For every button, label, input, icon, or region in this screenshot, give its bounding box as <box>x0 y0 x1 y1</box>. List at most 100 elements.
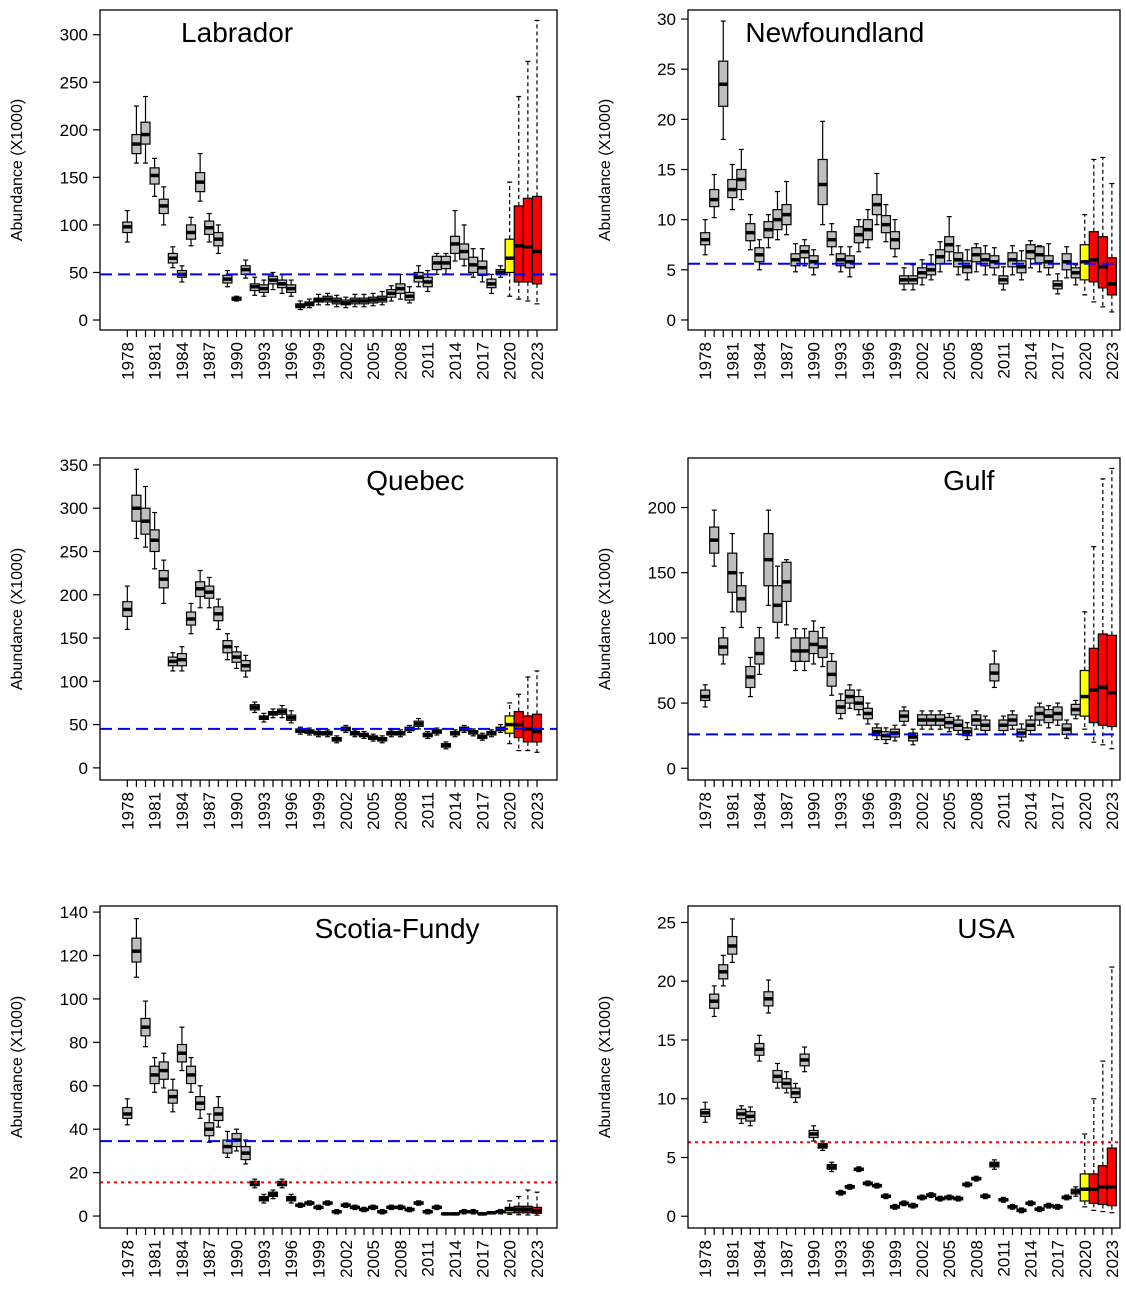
box <box>1097 1165 1108 1206</box>
y-tick-label: 15 <box>657 160 676 179</box>
x-tick-label: 1996 <box>859 1240 878 1278</box>
panel-title: USA <box>957 913 1015 944</box>
x-tick-label: 2023 <box>1103 342 1122 380</box>
y-tick-label: 5 <box>667 261 676 280</box>
x-tick-label: 1978 <box>696 342 715 380</box>
x-tick-label: 1996 <box>282 342 301 380</box>
x-tick-label: 1987 <box>778 792 797 830</box>
y-tick-label: 50 <box>69 716 88 735</box>
x-tick-label: 1978 <box>118 792 137 830</box>
box <box>522 197 533 283</box>
x-tick-label: 1996 <box>859 342 878 380</box>
box <box>1088 231 1099 283</box>
x-tick-label: 2008 <box>967 792 986 830</box>
x-tick-label: 2014 <box>446 792 465 830</box>
x-tick-label: 1993 <box>832 342 851 380</box>
y-tick-label: 20 <box>657 972 676 991</box>
x-tick-label: 1990 <box>228 342 247 380</box>
x-tick-label: 1990 <box>805 792 824 830</box>
y-tick-label: 30 <box>657 10 676 29</box>
x-tick-label: 2023 <box>528 792 547 830</box>
box <box>1079 1173 1090 1202</box>
box <box>1088 647 1099 724</box>
y-tick-label: 200 <box>60 121 88 140</box>
x-tick-label: 1987 <box>200 1240 219 1278</box>
plot-frame <box>99 905 558 1229</box>
x-tick-label: 2014 <box>446 342 465 380</box>
x-tick-label: 1996 <box>282 1240 301 1278</box>
x-tick-label: 1981 <box>723 792 742 830</box>
y-tick-label: 0 <box>79 311 88 330</box>
x-tick-label: 1978 <box>118 342 137 380</box>
y-tick-label: 25 <box>657 913 676 932</box>
panel-title: Gulf <box>943 465 995 496</box>
y-axis-label: Abundance (X1000) <box>597 99 614 241</box>
y-tick-label: 50 <box>69 263 88 282</box>
x-tick-label: 2014 <box>446 1240 465 1278</box>
x-tick-label: 2020 <box>1076 1240 1095 1278</box>
x-tick-label: 1981 <box>723 1240 742 1278</box>
x-tick-label: 2002 <box>337 792 356 830</box>
x-tick-label: 1987 <box>778 1240 797 1278</box>
y-tick-label: 150 <box>60 629 88 648</box>
x-tick-label: 2008 <box>967 342 986 380</box>
x-tick-label: 1984 <box>750 1240 769 1278</box>
x-tick-label: 2005 <box>940 1240 959 1278</box>
x-tick-label: 1984 <box>173 1240 192 1278</box>
box <box>513 205 524 283</box>
box <box>504 238 515 274</box>
y-tick-label: 300 <box>60 499 88 518</box>
x-tick-label: 2017 <box>1049 1240 1068 1278</box>
x-tick-label: 2005 <box>940 342 959 380</box>
box <box>1106 257 1117 296</box>
x-tick-label: 2020 <box>501 792 520 830</box>
x-tick-label: 2008 <box>391 342 410 380</box>
x-tick-label: 2002 <box>337 1240 356 1278</box>
y-tick-label: 100 <box>60 672 88 691</box>
x-tick-label: 2011 <box>419 1240 438 1277</box>
x-tick-label: 2011 <box>994 792 1013 829</box>
x-tick-label: 1981 <box>723 342 742 380</box>
x-tick-label: 1990 <box>228 792 247 830</box>
box <box>531 195 543 285</box>
x-tick-label: 1993 <box>832 792 851 830</box>
y-tick-label: 120 <box>60 947 88 966</box>
box <box>754 637 765 665</box>
y-tick-label: 250 <box>60 73 88 92</box>
y-tick-label: 50 <box>657 694 676 713</box>
box <box>1097 236 1108 289</box>
y-tick-label: 10 <box>657 1090 676 1109</box>
y-tick-label: 100 <box>648 629 676 648</box>
x-tick-label: 1999 <box>309 1240 328 1278</box>
x-tick-label: 1999 <box>309 342 328 380</box>
x-tick-label: 1996 <box>282 792 301 830</box>
box <box>808 630 819 655</box>
y-tick-label: 250 <box>60 542 88 561</box>
y-tick-label: 0 <box>79 1207 88 1226</box>
x-tick-label: 2005 <box>364 1240 383 1278</box>
x-tick-label: 2023 <box>528 1240 547 1278</box>
x-tick-label: 1993 <box>255 792 274 830</box>
x-tick-label: 1984 <box>750 792 769 830</box>
y-tick-label: 100 <box>60 216 88 235</box>
y-axis-label: Abundance (X1000) <box>9 548 26 690</box>
y-tick-label: 350 <box>60 456 88 475</box>
x-tick-label: 2005 <box>940 792 959 830</box>
y-tick-label: 140 <box>60 903 88 922</box>
y-tick-label: 0 <box>667 311 676 330</box>
plot-frame <box>687 457 1121 781</box>
panel-title: Quebec <box>366 465 464 496</box>
y-tick-label: 5 <box>667 1148 676 1167</box>
x-tick-label: 1999 <box>309 792 328 830</box>
x-tick-label: 2014 <box>1022 342 1041 380</box>
x-tick-label: 2008 <box>391 1240 410 1278</box>
y-tick-label: 40 <box>69 1120 88 1139</box>
y-tick-label: 20 <box>69 1164 88 1183</box>
y-axis-label: Abundance (X1000) <box>597 996 614 1138</box>
x-tick-label: 1981 <box>146 342 165 380</box>
y-tick-label: 15 <box>657 1031 676 1050</box>
x-tick-label: 1981 <box>146 792 165 830</box>
x-tick-label: 2005 <box>364 792 383 830</box>
x-tick-label: 1987 <box>778 342 797 380</box>
